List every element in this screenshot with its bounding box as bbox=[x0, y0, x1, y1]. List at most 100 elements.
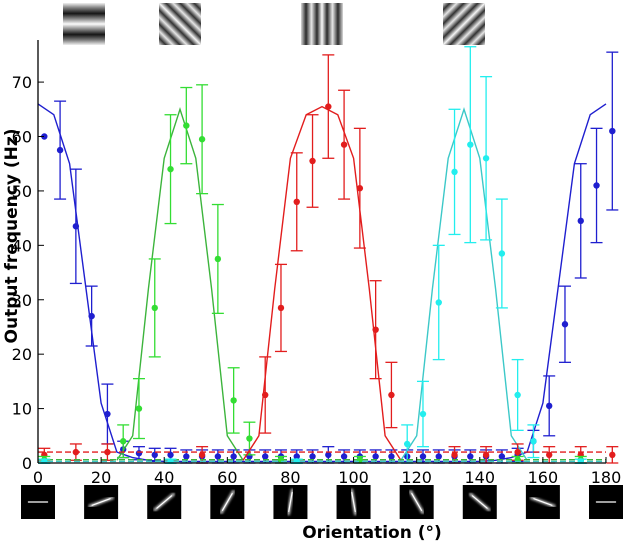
data-point bbox=[325, 103, 332, 110]
data-point bbox=[577, 217, 584, 225]
series-2 bbox=[242, 54, 402, 461]
data-point bbox=[41, 133, 48, 140]
data-point bbox=[214, 255, 222, 263]
data-point bbox=[277, 304, 285, 312]
stimulus-bar bbox=[91, 498, 111, 506]
oriented-bar-stimulus-icon bbox=[399, 485, 434, 519]
x-tick-label: 160 bbox=[528, 468, 559, 487]
oriented-bar-stimulus-icon bbox=[589, 485, 623, 519]
series-line bbox=[116, 107, 244, 461]
data-point bbox=[419, 410, 427, 418]
data-point bbox=[198, 451, 206, 459]
y-tick-label: 20 bbox=[12, 345, 32, 364]
data-point bbox=[514, 391, 521, 399]
data-point bbox=[372, 453, 379, 460]
x-tick-label: 0 bbox=[33, 468, 43, 487]
oriented-bar-stimulus-icon bbox=[273, 485, 308, 519]
data-point bbox=[120, 438, 127, 445]
data-point bbox=[88, 312, 95, 320]
bottom-stimuli-row bbox=[21, 485, 623, 519]
data-point bbox=[356, 185, 364, 192]
data-point bbox=[404, 440, 411, 448]
data-point bbox=[325, 451, 332, 459]
data-point bbox=[309, 453, 316, 460]
data-point bbox=[451, 168, 458, 176]
oriented-bar-stimulus-icon bbox=[21, 485, 55, 519]
data-point bbox=[451, 451, 458, 459]
data-point bbox=[167, 165, 174, 173]
data-point bbox=[135, 405, 143, 412]
data-point bbox=[482, 155, 490, 162]
data-point bbox=[230, 397, 237, 404]
oriented-bar-stimulus-icon bbox=[147, 485, 182, 519]
stimulus-bar bbox=[351, 491, 356, 513]
horizontal-grating-icon bbox=[63, 3, 105, 45]
series-line bbox=[242, 105, 402, 461]
stimulus-bar bbox=[156, 495, 173, 509]
plot-area bbox=[37, 46, 619, 464]
oriented-bar-stimulus-icon bbox=[525, 485, 560, 519]
data-point bbox=[293, 198, 300, 206]
data-point bbox=[309, 157, 316, 165]
x-tick-label: 180 bbox=[591, 468, 622, 487]
stimulus-bar bbox=[533, 498, 553, 506]
data-point bbox=[167, 451, 174, 459]
data-point bbox=[135, 450, 143, 457]
x-axis-title: Orientation (°) bbox=[302, 523, 442, 543]
y-tick-label: 40 bbox=[12, 236, 32, 255]
data-point bbox=[262, 453, 269, 460]
data-point bbox=[530, 438, 537, 445]
data-point bbox=[561, 321, 569, 328]
oriented-bar-stimulus-icon bbox=[336, 485, 371, 519]
x-tick-label: 120 bbox=[401, 468, 432, 487]
data-point bbox=[498, 453, 506, 460]
x-tick-label: 100 bbox=[338, 468, 369, 487]
data-point bbox=[151, 304, 158, 312]
data-point bbox=[435, 299, 442, 306]
data-point bbox=[198, 136, 206, 143]
data-point bbox=[246, 435, 253, 442]
data-point bbox=[293, 453, 300, 460]
series-3 bbox=[400, 46, 540, 464]
data-point bbox=[609, 127, 616, 135]
diagonal-grating-icon bbox=[159, 3, 201, 45]
y-tick-label: 0 bbox=[22, 454, 32, 473]
data-point bbox=[419, 453, 427, 460]
series-1 bbox=[116, 84, 256, 461]
top-stimuli-row bbox=[63, 3, 485, 45]
y-tick-label: 10 bbox=[12, 400, 32, 419]
x-tick-label: 60 bbox=[217, 468, 237, 487]
antidiagonal-grating-icon bbox=[443, 3, 485, 45]
data-point bbox=[340, 453, 348, 460]
x-tick-label: 80 bbox=[280, 468, 300, 487]
data-point bbox=[514, 448, 521, 456]
oriented-bar-stimulus-icon bbox=[462, 485, 497, 519]
data-point bbox=[388, 453, 395, 460]
data-point bbox=[546, 451, 553, 459]
data-point bbox=[388, 391, 395, 399]
x-tick-label: 40 bbox=[154, 468, 174, 487]
data-point bbox=[104, 410, 111, 418]
stimulus-bar bbox=[288, 491, 293, 513]
data-point bbox=[467, 141, 474, 148]
axes: 0 10 20 30 40 50 60 70 0 20 40 60 80 100 120 140 160 180 bbox=[12, 40, 622, 487]
data-point bbox=[609, 451, 616, 459]
data-point bbox=[435, 453, 442, 460]
y-tick-label: 30 bbox=[12, 291, 32, 310]
y-axis-title: Output frequency (Hz) bbox=[2, 129, 22, 344]
data-point bbox=[183, 122, 190, 129]
x-tick-label: 140 bbox=[465, 468, 496, 487]
oriented-bar-stimulus-icon bbox=[84, 485, 119, 519]
data-point bbox=[151, 451, 158, 459]
data-point bbox=[262, 391, 269, 399]
vertical-grating-icon bbox=[301, 3, 343, 45]
data-point bbox=[214, 453, 222, 460]
y-tick-label: 70 bbox=[12, 73, 32, 92]
stimulus-bar bbox=[471, 495, 488, 509]
data-point bbox=[593, 182, 600, 189]
series-line bbox=[37, 103, 607, 463]
data-point bbox=[104, 448, 111, 456]
data-point bbox=[230, 453, 237, 460]
oriented-bar-stimulus-icon bbox=[210, 485, 245, 519]
